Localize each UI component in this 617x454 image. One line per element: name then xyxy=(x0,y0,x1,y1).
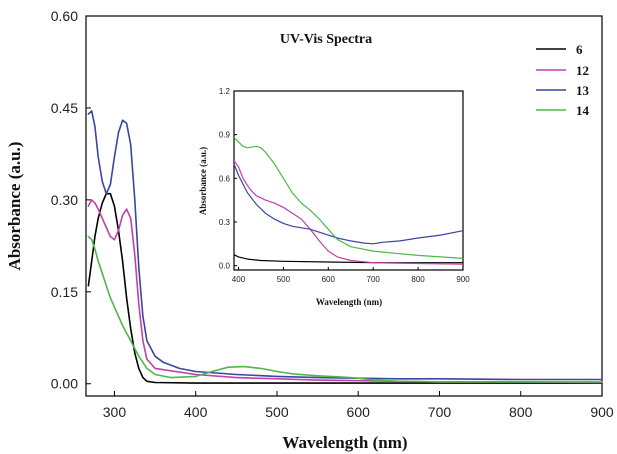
main-series-line-13 xyxy=(87,110,603,381)
inset-y-tick-label-3: 0.9 xyxy=(219,131,231,140)
inset-series-group xyxy=(233,137,464,265)
main-y-tick-label-0: 0.00 xyxy=(51,376,78,392)
inset-x-axis-title: Wavelength (nm) xyxy=(316,297,382,307)
main-x-tick-label-4: 700 xyxy=(428,404,452,420)
main-y-tick-label-2: 0.30 xyxy=(51,192,78,208)
main-series-line-12 xyxy=(87,199,603,384)
legend-label-12: 12 xyxy=(576,63,589,78)
main-x-tick-label-0: 300 xyxy=(103,404,127,420)
main-y-tick-label-3: 0.45 xyxy=(51,100,78,116)
legend-item-6: 6 xyxy=(536,42,583,57)
inset-y-tick-label-4: 1.2 xyxy=(219,87,231,96)
inset-x-tick-label-4: 800 xyxy=(411,275,425,284)
inset-x-tick-label-5: 900 xyxy=(456,275,470,284)
main-plot-frame xyxy=(85,15,603,397)
inset-x-tick-label-0: 400 xyxy=(232,275,246,284)
inset-y-axis-title: Absorbance (a.u.) xyxy=(198,147,208,215)
legend-item-14: 14 xyxy=(536,103,590,118)
main-series-group xyxy=(87,110,603,384)
inset-series-line-13 xyxy=(233,163,464,245)
main-x-axis-title: Wavelength (nm) xyxy=(282,433,407,452)
inset-y-tick-label-2: 0.6 xyxy=(219,174,231,183)
main-x-tick-label-6: 900 xyxy=(590,404,614,420)
legend-label-13: 13 xyxy=(576,83,590,98)
main-x-tick-label-2: 500 xyxy=(265,404,289,420)
inset-axis-ticks: 400 500 600 700 800 900 0.0 0.3 0.6 0.9 1.2 xyxy=(219,87,470,284)
main-y-tick-label-1: 0.15 xyxy=(51,284,78,300)
inset-x-tick-label-3: 700 xyxy=(367,275,381,284)
main-y-axis-title: Absorbance (a.u.) xyxy=(5,142,24,271)
inset-y-tick-label-0: 0.0 xyxy=(219,262,231,271)
legend: 6 12 13 14 xyxy=(536,42,590,118)
main-x-tick-label-5: 800 xyxy=(509,404,533,420)
main-y-tick-label-4: 0.60 xyxy=(51,8,78,24)
inset-y-tick-label-1: 0.3 xyxy=(219,218,231,227)
legend-item-13: 13 xyxy=(536,83,590,98)
inset-x-tick-label-2: 600 xyxy=(322,275,336,284)
inset-series-line-12 xyxy=(233,160,464,265)
main-series-line-14 xyxy=(87,235,603,383)
inset-x-tick-label-1: 500 xyxy=(277,275,291,284)
main-x-tick-label-3: 600 xyxy=(347,404,371,420)
legend-item-12: 12 xyxy=(536,63,589,78)
main-axis-ticks: 300 400 500 600 700 800 900 0.00 0.15 0.30 0.45 0.6… xyxy=(51,8,614,420)
inset-plot-frame xyxy=(233,90,464,271)
chart-title: UV-Vis Spectra xyxy=(280,32,372,47)
legend-label-6: 6 xyxy=(576,42,583,57)
legend-label-14: 14 xyxy=(576,103,590,118)
inset-series-line-14 xyxy=(233,137,464,259)
main-series-line-6 xyxy=(87,192,603,384)
main-x-tick-label-1: 400 xyxy=(184,404,208,420)
inset-chart: Wavelength (nm) Absorbance (a.u.) 400 500… xyxy=(198,87,470,307)
